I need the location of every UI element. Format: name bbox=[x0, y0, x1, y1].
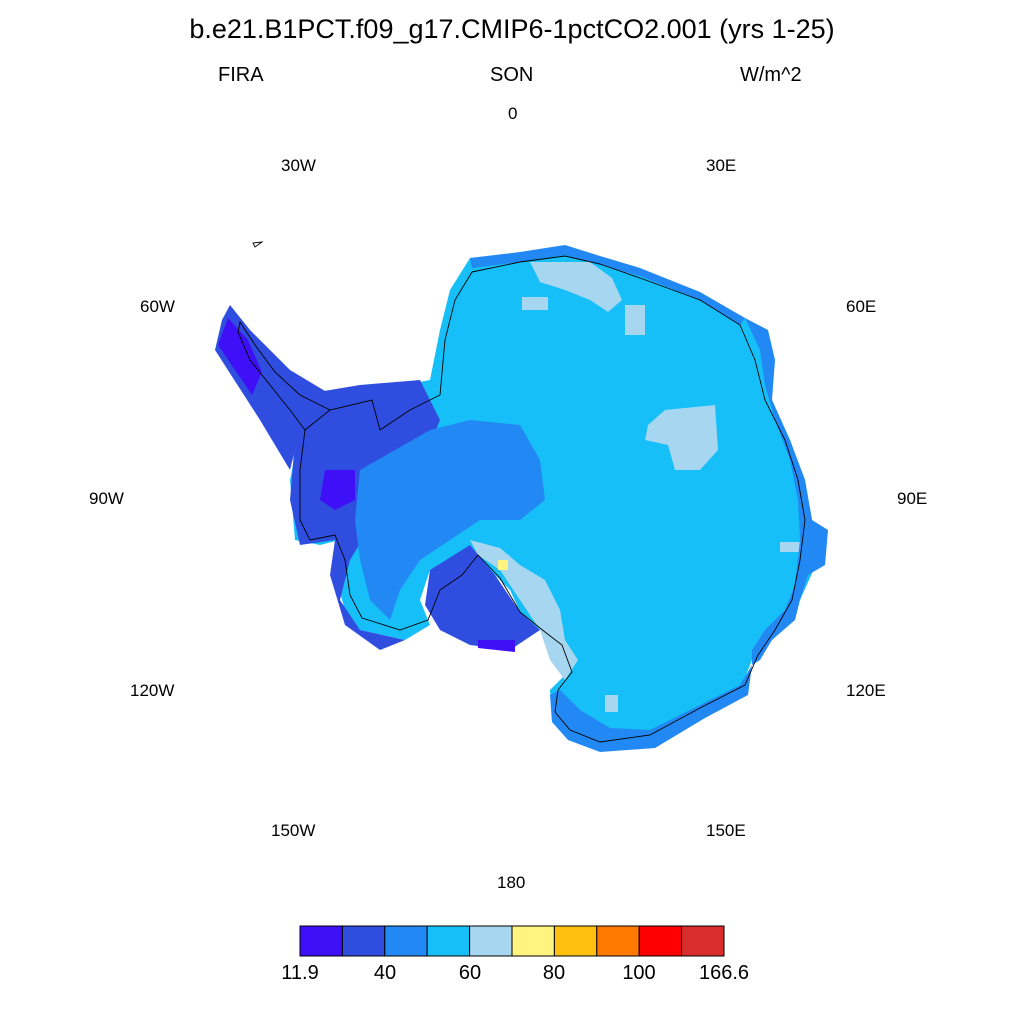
lon-label-180: 180 bbox=[497, 873, 526, 892]
yellow-cell bbox=[498, 560, 508, 570]
coastline-ross bbox=[361, 554, 546, 633]
colorbar bbox=[299, 925, 725, 957]
colorbar-swatch-10 bbox=[681, 925, 725, 957]
lon-label-120e: 120E bbox=[846, 681, 886, 700]
light-patch-ross bbox=[470, 540, 578, 680]
colorbar-swatch-4 bbox=[426, 925, 471, 957]
colorbar-swatch-8 bbox=[596, 925, 640, 957]
lon-label-60w: 60W bbox=[140, 297, 175, 316]
coastline-west bbox=[299, 271, 473, 619]
colorbar-label-2: 40 bbox=[373, 962, 397, 984]
colorbar-label-3: 60 bbox=[458, 962, 482, 984]
colorbar-swatch-9 bbox=[638, 925, 683, 957]
coastline-east bbox=[471, 255, 806, 743]
plot-title: b.e21.B1PCT.f09_g17.CMIP6-1pctCO2.001 (y… bbox=[189, 14, 835, 44]
lon-label-150e: 150E bbox=[706, 821, 746, 840]
antarctica-continent-field bbox=[215, 245, 828, 752]
colorbar-swatch-3 bbox=[384, 925, 428, 957]
light-patch-edge-2 bbox=[605, 695, 618, 712]
mid-blue-band bbox=[355, 420, 545, 620]
units-label: W/m^2 bbox=[740, 64, 802, 86]
island-tip bbox=[252, 241, 264, 248]
colorbar-swatch-7 bbox=[553, 925, 598, 957]
lon-label-150w: 150W bbox=[271, 821, 316, 840]
south-rim bbox=[550, 665, 752, 752]
variable-label: FIRA bbox=[218, 64, 264, 86]
west-antarctica-core bbox=[320, 470, 355, 510]
lon-label-30w: 30W bbox=[281, 156, 316, 175]
colorbar-swatch-1 bbox=[299, 925, 343, 957]
lon-label-120w: 120W bbox=[130, 681, 175, 700]
coastline-peninsula bbox=[237, 320, 331, 431]
light-patch-edge-1 bbox=[780, 542, 800, 552]
peninsula-tip bbox=[218, 318, 262, 395]
lon-label-90e: 90E bbox=[897, 489, 928, 508]
ice-sheet-main bbox=[290, 248, 818, 750]
ross-shelf-region bbox=[425, 545, 540, 650]
light-patch-north-3 bbox=[522, 297, 548, 310]
north-rim bbox=[470, 245, 745, 325]
ross-dark-strip bbox=[478, 640, 515, 652]
coastline bbox=[237, 241, 806, 743]
light-patch-north-2 bbox=[625, 305, 645, 335]
colorbar-swatch-5 bbox=[469, 925, 513, 957]
lon-label-30e: 30E bbox=[706, 156, 737, 175]
colorbar-label-5: 100 bbox=[622, 962, 656, 984]
light-patch-east bbox=[645, 405, 718, 470]
lon-label-90w: 90W bbox=[89, 489, 124, 508]
colorbar-label-1: 11.9 bbox=[281, 962, 319, 984]
lon-label-60e: 60E bbox=[846, 297, 877, 316]
colorbar-label-6: 166.6 bbox=[698, 962, 750, 984]
season-label: SON bbox=[490, 64, 534, 86]
light-patch-north bbox=[530, 262, 622, 312]
colorbar-label-4: 80 bbox=[542, 962, 566, 984]
lon-label-0: 0 bbox=[508, 104, 518, 123]
colorbar-swatch-6 bbox=[511, 925, 555, 957]
colorbar-swatch-2 bbox=[341, 925, 386, 957]
